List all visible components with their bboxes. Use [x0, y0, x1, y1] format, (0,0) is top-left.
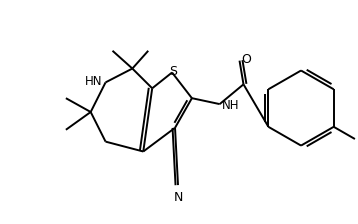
Text: HN: HN: [85, 75, 103, 88]
Text: NH: NH: [222, 99, 239, 112]
Text: S: S: [169, 65, 177, 78]
Text: O: O: [242, 53, 251, 66]
Text: N: N: [173, 191, 183, 204]
